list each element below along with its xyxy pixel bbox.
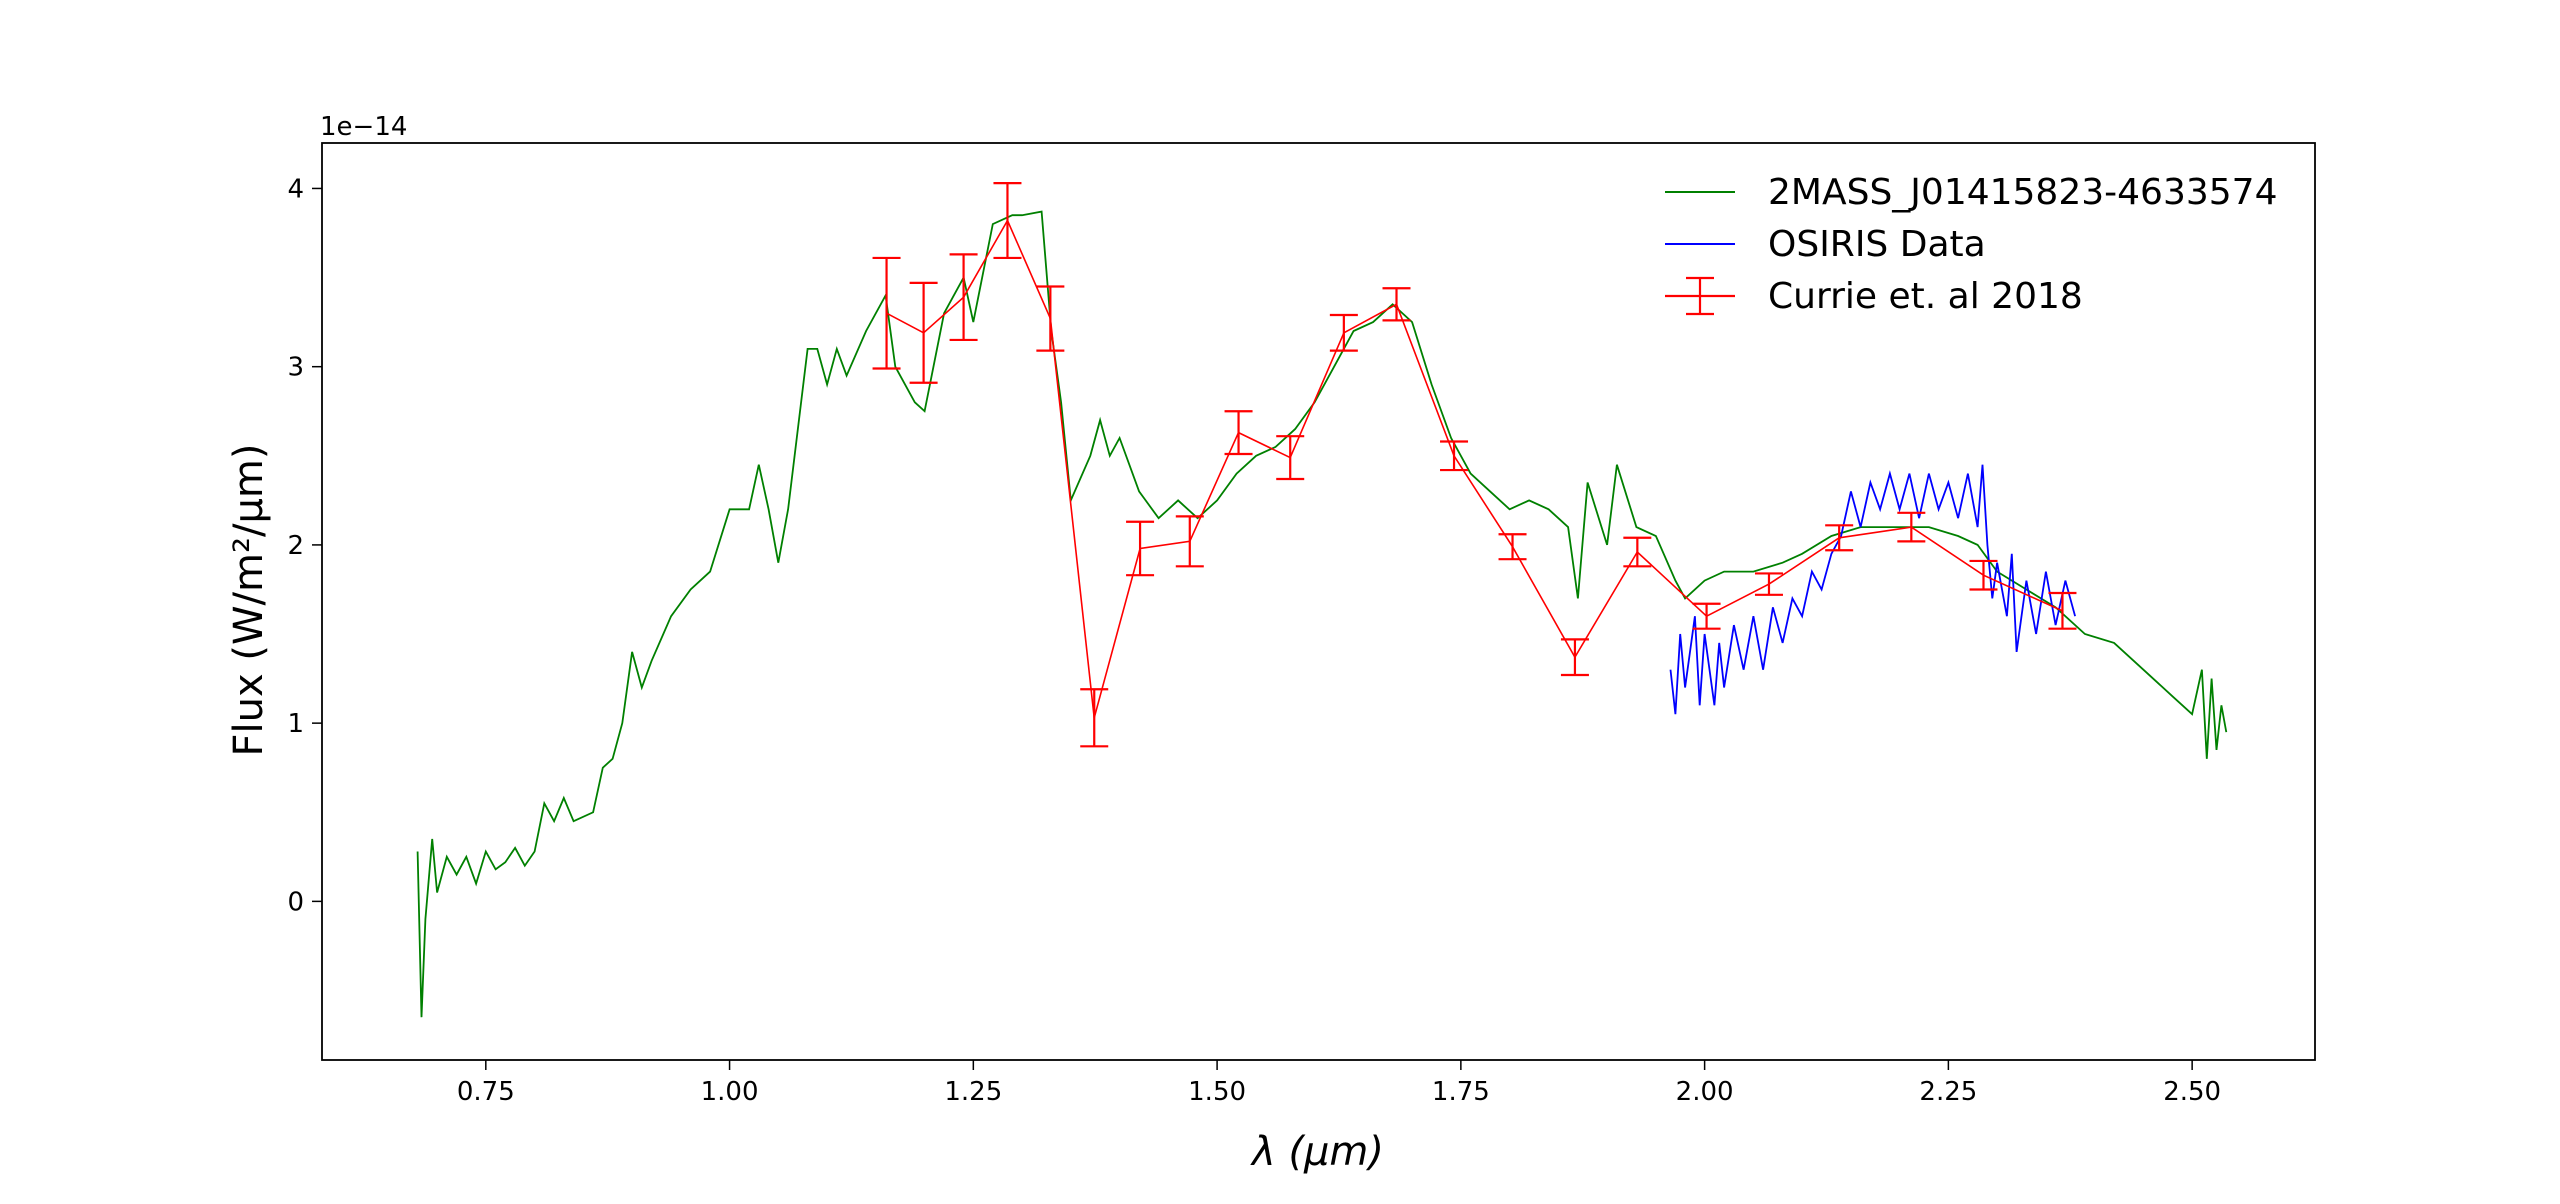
x-tick-label: 1.50 xyxy=(1188,1077,1246,1107)
error-bar xyxy=(1276,435,1305,481)
x-tick-label: 1.00 xyxy=(701,1077,759,1107)
error-bar xyxy=(1382,287,1411,322)
y-axis-label: Flux (W/m²/μm) xyxy=(226,444,272,757)
x-tick-label: 0.75 xyxy=(457,1077,515,1107)
y-tick-label: 3 xyxy=(287,353,304,383)
error-bar xyxy=(1175,515,1204,568)
error-bar xyxy=(1897,511,1926,543)
series-line xyxy=(886,218,2063,719)
error-bar xyxy=(1754,572,1783,596)
y-tick-label: 1 xyxy=(287,709,304,739)
x-axis-label: λ (μm) xyxy=(1250,1129,1384,1175)
error-bar xyxy=(1692,602,1721,630)
error-bar xyxy=(1224,410,1253,456)
error-bar xyxy=(1623,536,1652,568)
legend-label: Currie et. al 2018 xyxy=(1768,276,2083,317)
y-tick-label: 2 xyxy=(287,531,304,561)
x-tick-label: 1.75 xyxy=(1432,1077,1490,1107)
y-tick-label: 0 xyxy=(287,887,304,917)
error-bar xyxy=(909,281,938,384)
error-bar xyxy=(1560,638,1589,677)
error-bar xyxy=(1440,440,1469,472)
error-bar xyxy=(993,182,1022,260)
legend-label: 2MASS_J01415823-4633574 xyxy=(1768,172,2277,213)
error-bar xyxy=(872,256,901,370)
error-bar xyxy=(1329,313,1358,352)
legend-swatch xyxy=(1665,276,1735,316)
error-bar xyxy=(2048,591,2077,630)
x-tick-label: 2.25 xyxy=(1919,1077,1977,1107)
x-tick-label: 2.50 xyxy=(2163,1077,2221,1107)
plot-frame xyxy=(321,142,2316,1061)
error-bar xyxy=(1080,688,1109,748)
x-tick-label: 2.00 xyxy=(1676,1077,1734,1107)
error-bar xyxy=(1126,520,1155,577)
legend-label: OSIRIS Data xyxy=(1768,224,1986,265)
error-bar xyxy=(1036,285,1065,352)
error-bar xyxy=(1498,533,1527,561)
error-bar xyxy=(1969,559,1998,591)
x-tick-label: 1.25 xyxy=(944,1077,1002,1107)
error-bar xyxy=(1825,524,1854,552)
y-tick-label: 4 xyxy=(287,174,304,204)
offset-text: 1e−14 xyxy=(320,112,407,142)
error-bar xyxy=(949,253,978,342)
series-line xyxy=(416,210,2228,1018)
series-line xyxy=(1669,464,2076,715)
